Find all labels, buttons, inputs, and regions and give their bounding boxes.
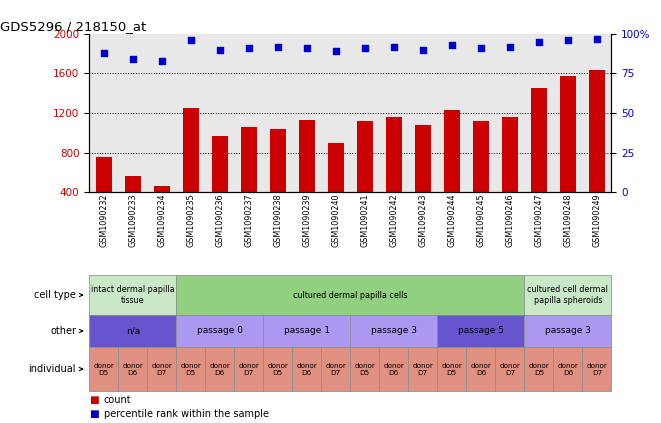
Text: donor
D5: donor D5 — [442, 363, 462, 376]
Text: donor
D6: donor D6 — [210, 363, 230, 376]
Bar — [531, 88, 547, 232]
Text: other: other — [50, 326, 76, 336]
Point — [504, 43, 515, 50]
Text: donor
D6: donor D6 — [383, 363, 405, 376]
Bar — [241, 127, 256, 232]
Text: ■: ■ — [89, 395, 99, 405]
Bar — [473, 121, 489, 232]
Point — [563, 37, 573, 44]
Point — [330, 48, 341, 55]
Bar — [415, 125, 431, 232]
Bar — [154, 186, 170, 232]
Point — [128, 56, 138, 63]
Point — [533, 38, 544, 45]
Point — [272, 43, 283, 50]
Bar — [328, 143, 344, 232]
Point — [157, 58, 167, 64]
Point — [98, 49, 109, 56]
Bar — [270, 129, 286, 232]
Text: donor
D5: donor D5 — [93, 363, 114, 376]
Text: n/a: n/a — [126, 327, 140, 335]
Text: donor
D6: donor D6 — [296, 363, 317, 376]
Bar — [299, 120, 315, 232]
Bar — [444, 110, 460, 232]
Text: cultured cell dermal
papilla spheroids: cultured cell dermal papilla spheroids — [527, 286, 608, 305]
Point — [186, 37, 196, 44]
Text: ■: ■ — [89, 409, 99, 419]
Text: donor
D6: donor D6 — [557, 363, 578, 376]
Bar — [183, 108, 199, 232]
Text: donor
D7: donor D7 — [151, 363, 173, 376]
Bar — [96, 157, 112, 232]
Text: donor
D6: donor D6 — [122, 363, 143, 376]
Bar — [357, 121, 373, 232]
Point — [301, 45, 312, 52]
Text: individual: individual — [28, 364, 76, 374]
Text: donor
D7: donor D7 — [325, 363, 346, 376]
Bar — [560, 77, 576, 232]
Bar — [502, 117, 518, 232]
Point — [389, 43, 399, 50]
Text: donor
D5: donor D5 — [528, 363, 549, 376]
Text: passage 1: passage 1 — [284, 327, 330, 335]
Text: cultured dermal papilla cells: cultured dermal papilla cells — [293, 291, 408, 299]
Point — [476, 45, 486, 52]
Text: passage 3: passage 3 — [545, 327, 591, 335]
Point — [214, 47, 225, 53]
Bar — [125, 176, 141, 232]
Text: cell type: cell type — [34, 290, 76, 300]
Text: passage 3: passage 3 — [371, 327, 417, 335]
Text: donor
D7: donor D7 — [412, 363, 434, 376]
Text: donor
D6: donor D6 — [471, 363, 491, 376]
Text: donor
D5: donor D5 — [267, 363, 288, 376]
Text: count: count — [104, 395, 132, 405]
Text: intact dermal papilla
tissue: intact dermal papilla tissue — [91, 286, 175, 305]
Point — [243, 45, 254, 52]
Text: percentile rank within the sample: percentile rank within the sample — [104, 409, 269, 419]
Point — [360, 45, 370, 52]
Text: donor
D5: donor D5 — [180, 363, 201, 376]
Text: donor
D5: donor D5 — [354, 363, 375, 376]
Bar — [212, 136, 228, 232]
Point — [447, 41, 457, 48]
Text: donor
D7: donor D7 — [500, 363, 520, 376]
Text: donor
D7: donor D7 — [586, 363, 607, 376]
Text: GDS5296 / 218150_at: GDS5296 / 218150_at — [0, 20, 146, 33]
Point — [592, 35, 602, 42]
Text: donor
D7: donor D7 — [239, 363, 259, 376]
Text: passage 5: passage 5 — [458, 327, 504, 335]
Bar — [589, 69, 605, 232]
Bar — [386, 117, 402, 232]
Text: passage 0: passage 0 — [197, 327, 243, 335]
Point — [418, 47, 428, 53]
